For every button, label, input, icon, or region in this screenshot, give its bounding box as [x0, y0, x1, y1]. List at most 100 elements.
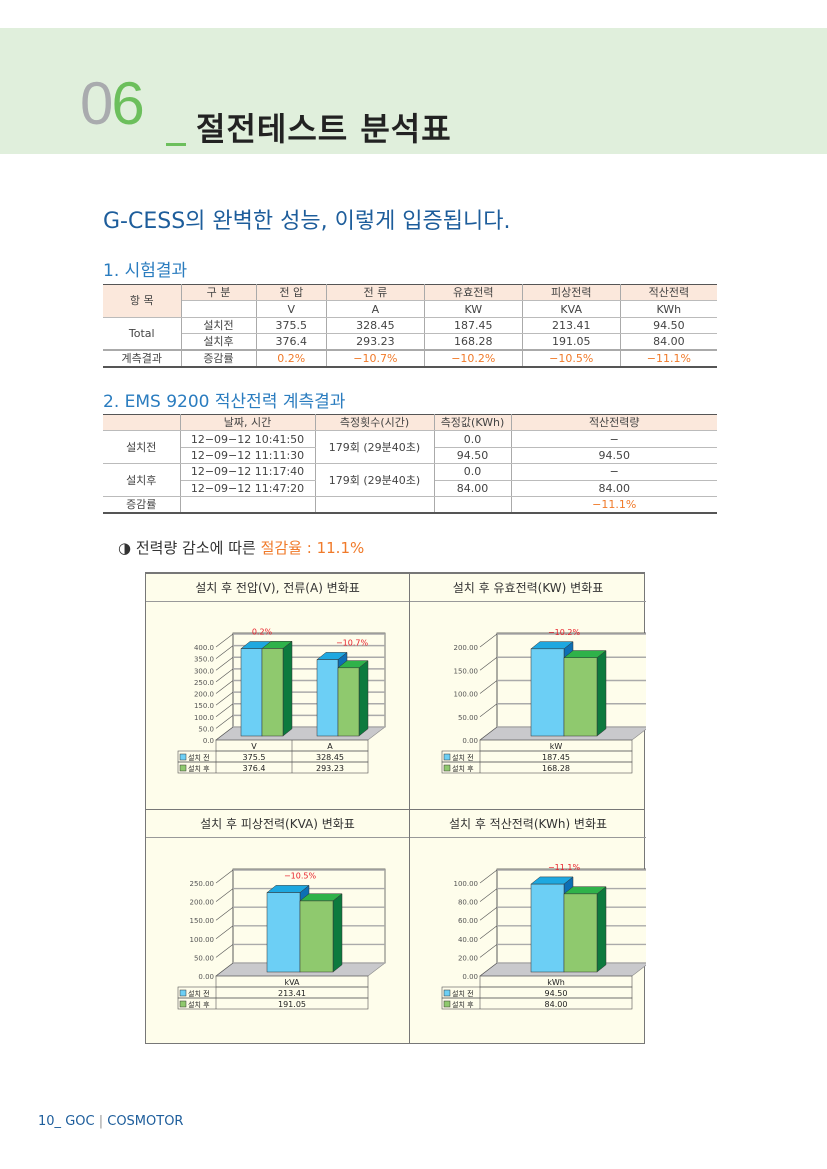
- chart-svg: 0.00 50.00 100.00 150.00 200.00 250.00 −10.5% 설…: [177, 868, 386, 1010]
- bar-after: [337, 667, 360, 737]
- gridline-side: [215, 726, 234, 741]
- y-tick-label: 300.0: [194, 667, 214, 675]
- gridline-side: [215, 906, 234, 921]
- footer: 10_ GOC | COSMOTOR: [38, 1114, 184, 1129]
- legend-swatch: [179, 753, 187, 761]
- data-value: 293.23: [316, 764, 344, 773]
- category-label: A: [327, 742, 333, 751]
- bar-before: [266, 892, 301, 973]
- table-row: 날짜, 시간 측정횟수(시간) 측정값(KWh) 적산전력량: [103, 414, 717, 432]
- chart-energy: 설치 후 적산전력(KWh) 변화표 0.00 20.00 40.00 60.00 80.…: [410, 810, 650, 1046]
- legend-label: 설치 전: [452, 753, 474, 762]
- gridline-side: [215, 869, 234, 884]
- y-tick-label: 200.00: [190, 899, 215, 907]
- bar-before: [530, 883, 565, 973]
- chart-panel: 설치 후 전압(V), 전류(A) 변화표 0.0 50.0 100.0 150.0 20…: [145, 572, 650, 1046]
- table-row: 증감률 −11.1%: [103, 496, 717, 514]
- y-tick-label: 150.0: [194, 702, 214, 710]
- y-tick-label: 250.00: [190, 880, 215, 888]
- bar-side: [332, 893, 343, 973]
- change-annotation: −10.5%: [284, 872, 317, 881]
- legend-swatch: [179, 1000, 187, 1008]
- y-tick-label: 20.00: [458, 954, 478, 962]
- y-tick-label: 150.00: [454, 667, 479, 675]
- y-tick-label: 200.00: [454, 644, 479, 652]
- gridline-side: [215, 715, 234, 729]
- y-tick-label: 250.0: [194, 679, 214, 687]
- legend-swatch: [443, 764, 451, 772]
- chart-svg: 0.0 50.0 100.0 150.0 200.0 250.0 300.0 350.0 400…: [177, 627, 386, 774]
- gridline-side: [479, 657, 498, 671]
- gridline-side: [479, 888, 498, 902]
- gridline-side: [479, 869, 498, 884]
- y-tick-label: 100.00: [454, 880, 479, 888]
- y-tick-label: 400.0: [194, 644, 214, 652]
- chart-active-power: 설치 후 유효전력(KW) 변화표 0.00 50.00 100.00 150.00 20…: [410, 574, 650, 810]
- gridline-side: [215, 668, 234, 683]
- gridline-side: [479, 726, 498, 741]
- table-row: 설치후 12−09−12 11:17:40 179회 (29분40초) 0.0 …: [103, 463, 717, 497]
- underscore-mark: [166, 143, 186, 146]
- data-value: 168.28: [542, 764, 570, 773]
- y-tick-label: 50.00: [458, 714, 478, 722]
- y-tick-label: 60.00: [458, 917, 478, 925]
- bar-after: [563, 657, 598, 737]
- divider: [409, 574, 410, 1043]
- legend-label: 설치 후: [188, 1000, 210, 1009]
- reduction-rate: ◑ 전력량 감소에 따른 절감율 : 11.1%: [118, 539, 365, 557]
- y-tick-label: 0.00: [198, 973, 214, 981]
- legend-label: 설치 후: [188, 764, 210, 773]
- gridline-side: [479, 703, 498, 717]
- legend-label: 설치 전: [452, 989, 474, 998]
- bar-side: [358, 660, 369, 737]
- chart-apparent-power: 설치 후 피상전력(KVA) 변화표 0.00 50.00 100.00 150.00 2…: [146, 810, 409, 1046]
- half-circle-icon: ◑: [118, 539, 132, 557]
- bar-before: [240, 648, 263, 737]
- legend-label: 설치 전: [188, 753, 210, 762]
- data-value: 213.41: [278, 989, 306, 998]
- gridline-side: [215, 680, 234, 694]
- gridline-side: [215, 962, 234, 977]
- legend-swatch: [443, 989, 451, 997]
- table-row: [441, 997, 633, 1010]
- y-tick-label: 0.0: [203, 737, 214, 745]
- bar-side: [596, 886, 607, 973]
- y-tick-label: 80.00: [458, 899, 478, 907]
- legend-swatch: [443, 1000, 451, 1008]
- y-tick-label: 350.0: [194, 656, 214, 664]
- bar-before: [316, 659, 339, 737]
- change-annotation: −10.7%: [336, 639, 369, 648]
- y-tick-label: 100.0: [194, 714, 214, 722]
- table-row: 12−09−12 11:47:20 84.00 84.00: [103, 480, 717, 497]
- y-tick-label: 40.00: [458, 936, 478, 944]
- y-tick-label: 100.00: [190, 936, 215, 944]
- ems-result-table: 날짜, 시간 측정횟수(시간) 측정값(KWh) 적산전력량 설치전 12−09…: [103, 414, 717, 514]
- legend-swatch: [443, 753, 451, 761]
- gridline-side: [479, 925, 498, 940]
- legend-label: 설치 전: [188, 989, 210, 998]
- chart-svg: 0.00 50.00 100.00 150.00 200.00 −10.2% 설치 전설치 …: [441, 628, 650, 774]
- legend-swatch: [179, 989, 187, 997]
- gridline-side: [215, 888, 234, 902]
- legend-label: 설치 후: [452, 1000, 474, 1009]
- gridline-side: [479, 906, 498, 921]
- table-row: 항 목 구 분 전 압 전 류 유효전력 피상전력 적산전력: [103, 284, 717, 318]
- y-tick-label: 150.00: [190, 917, 215, 925]
- chart-svg: 0.00 20.00 40.00 60.00 80.00 100.00 −11.1% 설치 전…: [441, 863, 650, 1010]
- change-annotation: −10.2%: [548, 628, 581, 637]
- gridline-side: [215, 944, 234, 958]
- gridline-side: [479, 680, 498, 694]
- y-tick-label: 200.0: [194, 691, 214, 699]
- section2-title: 2. EMS 9200 적산전력 계측결과: [103, 392, 346, 412]
- y-tick-label: 50.0: [198, 725, 214, 733]
- category-label: kVA: [284, 978, 300, 987]
- bar-after: [299, 900, 334, 973]
- section-number: 06: [80, 70, 145, 137]
- data-value: 191.05: [278, 1000, 306, 1009]
- gridline-side: [215, 925, 234, 940]
- data-value: 375.5: [243, 753, 266, 762]
- gridline-side: [215, 645, 234, 659]
- y-tick-label: 0.00: [462, 737, 478, 745]
- change-annotation: −11.1%: [548, 863, 581, 872]
- data-value: 84.00: [545, 1000, 568, 1009]
